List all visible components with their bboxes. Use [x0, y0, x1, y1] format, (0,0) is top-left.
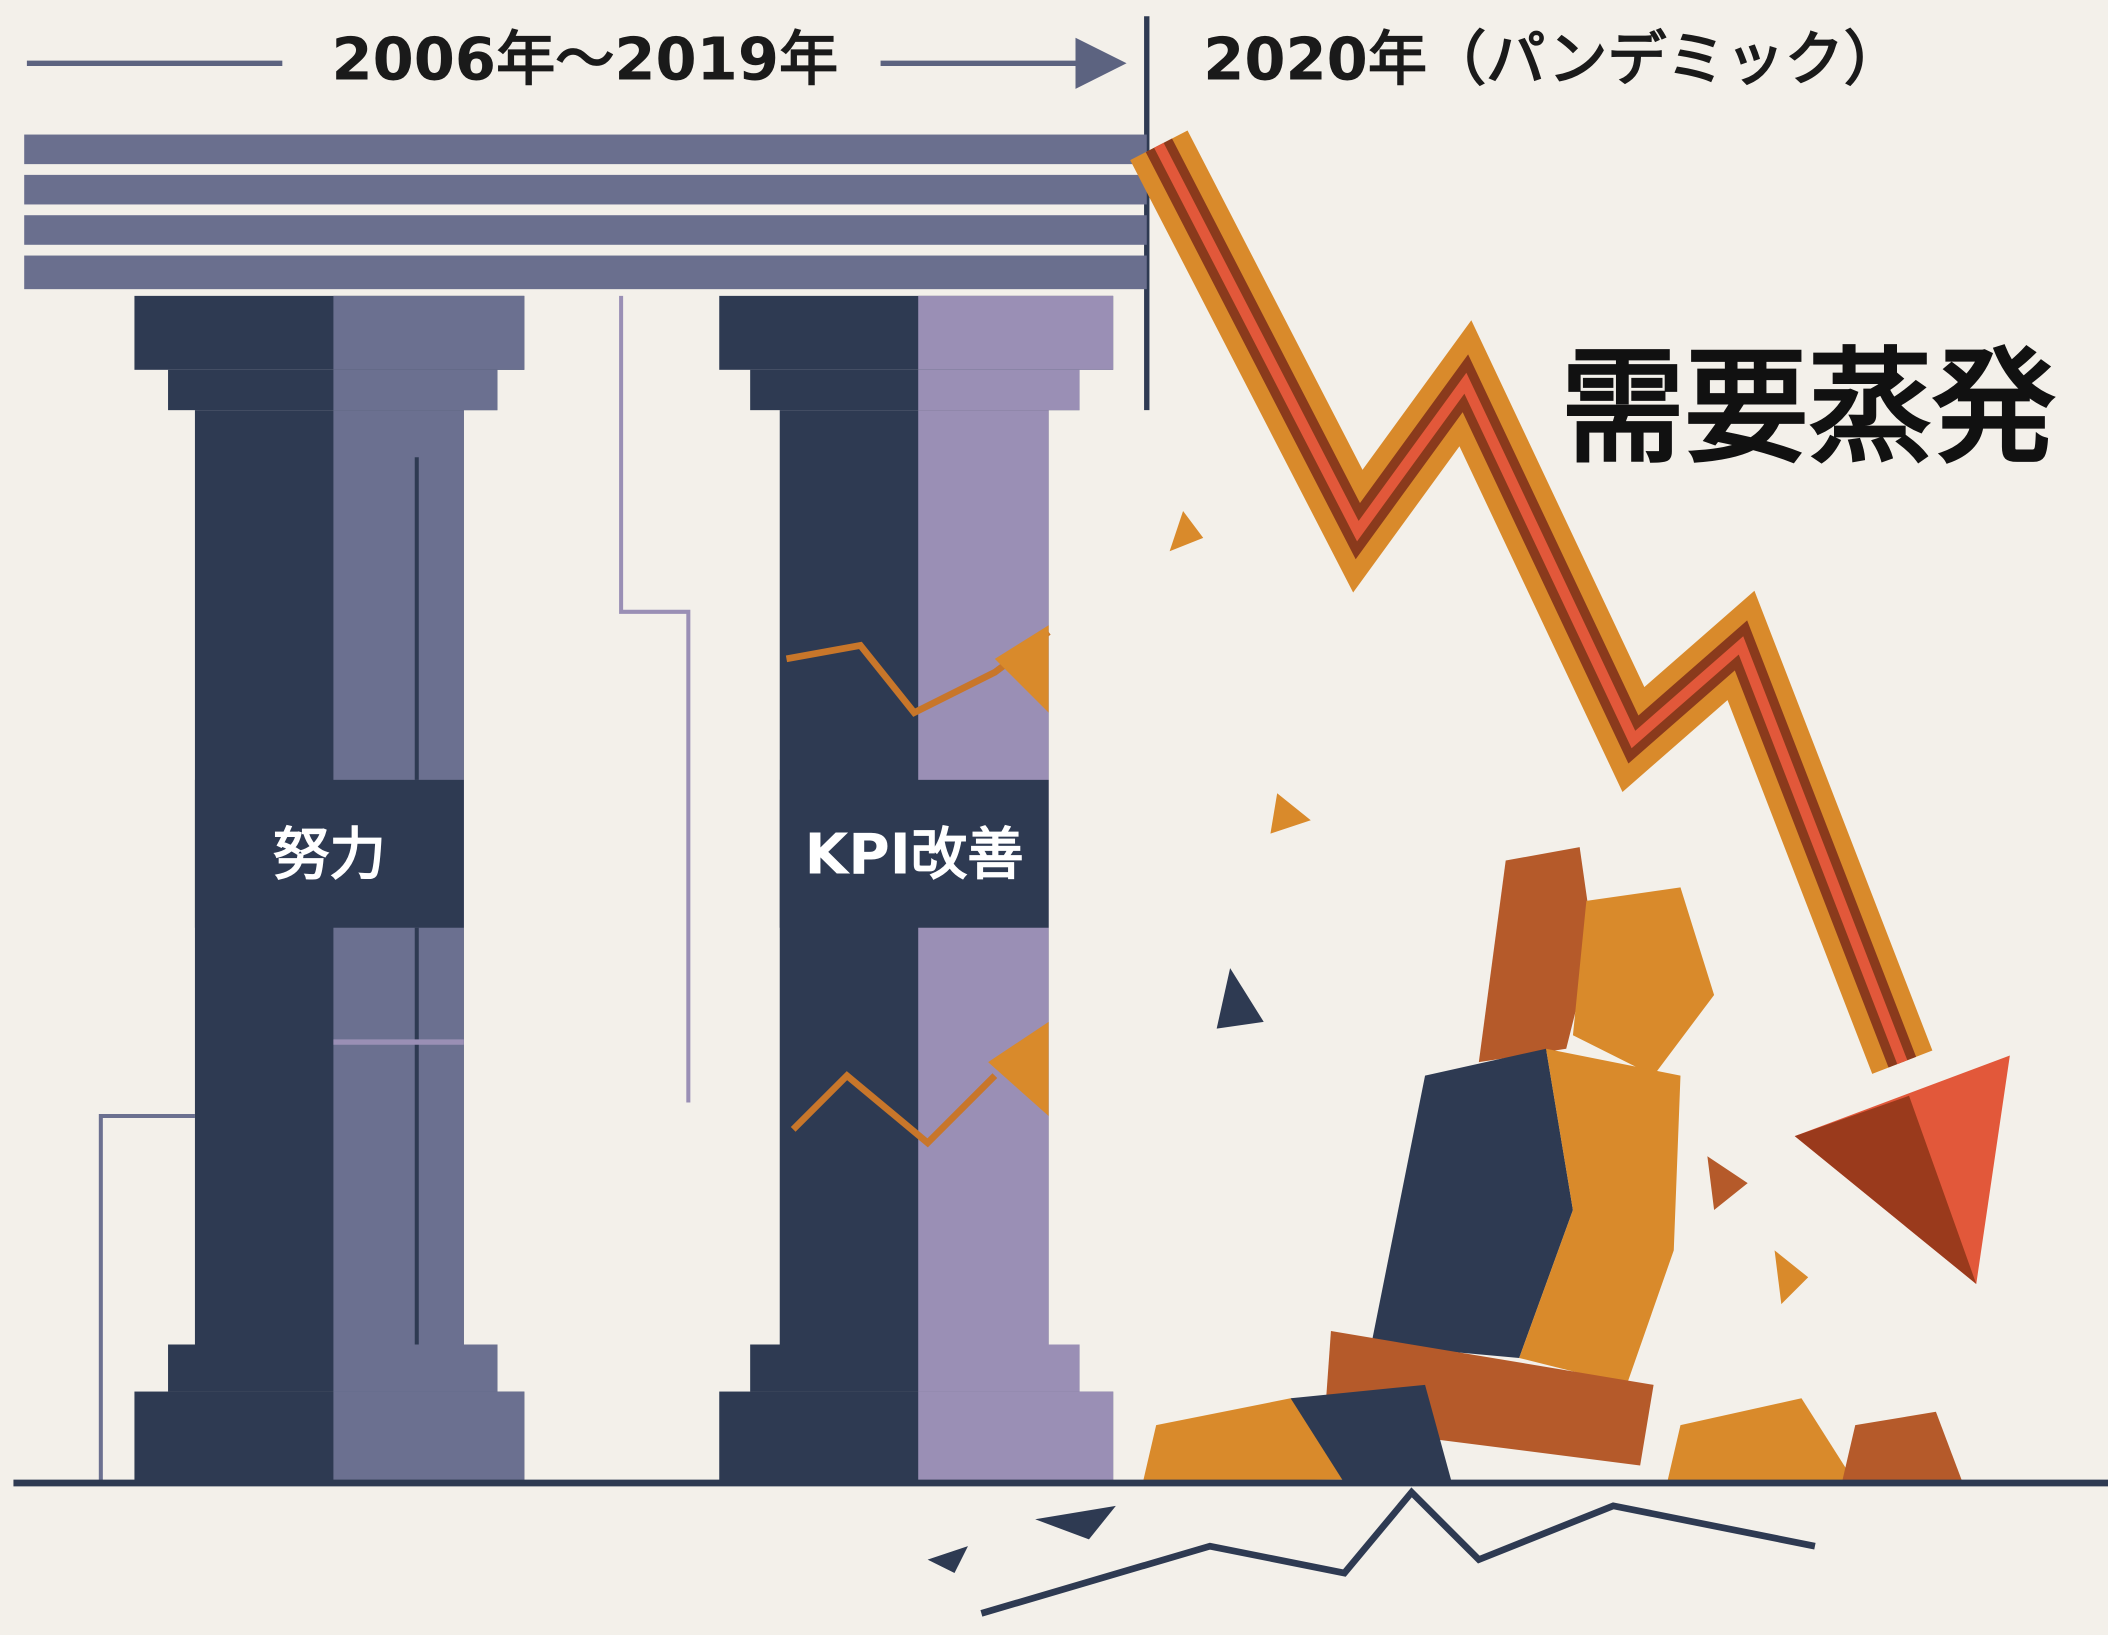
page: 2006年～2019年 2020年（パンデミック） 努力: [0, 0, 2108, 1635]
pillar-label: 努力: [273, 822, 386, 887]
period-before: 2006年～2019年: [331, 24, 838, 93]
headline: 需要蒸発: [1561, 337, 2056, 481]
period-after: 2020年（パンデミック）: [1203, 24, 1903, 93]
illustration: 2006年～2019年 2020年（パンデミック） 努力: [0, 0, 2108, 1635]
pillar-label: KPI改善: [805, 822, 1024, 887]
